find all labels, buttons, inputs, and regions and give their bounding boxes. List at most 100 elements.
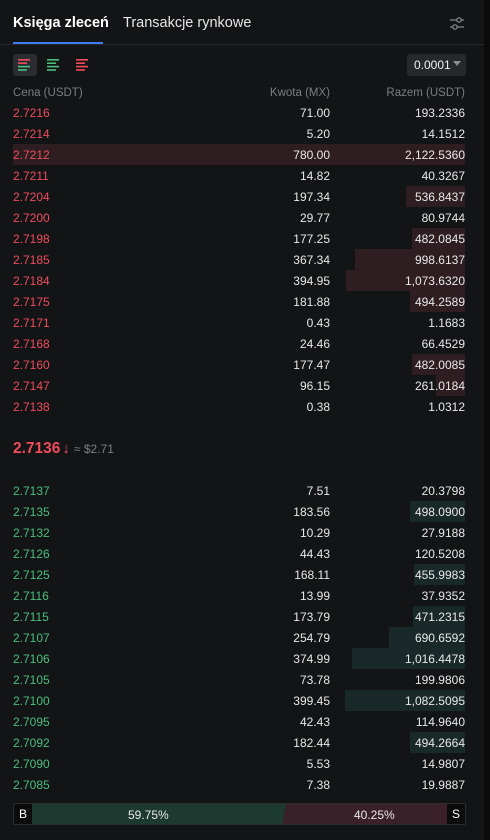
ask-depth-bar [13,144,465,165]
bid-total: 20.3798 [421,484,465,498]
bid-row[interactable]: 2.7105 73.78 199.9806 [0,669,490,690]
bid-price: 2.7100 [13,694,50,708]
bid-amount: 7.38 [306,778,330,792]
ask-total: 536.8437 [414,190,465,204]
ask-depth-bar [406,186,465,207]
bid-row[interactable]: 2.7125 168.11 455.9983 [0,564,490,585]
bid-total: 498.0900 [414,505,465,519]
both-books-icon [18,59,30,71]
bid-row[interactable]: 2.7090 5.53 14.9807 [0,753,490,774]
bid-price: 2.7085 [13,778,50,792]
ask-row[interactable]: 2.7138 0.38 1.0312 [0,396,490,417]
ask-total: 261.0184 [414,379,465,393]
bid-row[interactable]: 2.7095 42.43 114.9640 [0,711,490,732]
bid-total: 494.2664 [414,736,465,750]
ask-price: 2.7204 [13,190,50,204]
ask-row[interactable]: 2.7204 197.34 536.8437 [0,186,490,207]
ask-row[interactable]: 2.7211 14.82 40.3267 [0,165,490,186]
precision-select[interactable]: 0.0001 [407,54,466,76]
ask-row[interactable]: 2.7200 29.77 80.9744 [0,207,490,228]
bid-total: 120.5208 [414,547,465,561]
ask-amount: 177.25 [293,232,330,246]
bid-row[interactable]: 2.7085 7.38 19.9887 [0,774,490,795]
bid-price: 2.7135 [13,505,50,519]
bid-total: 114.9640 [415,715,465,729]
tab-market-trades[interactable]: Transakcje rynkowe [123,15,252,31]
ask-depth-bar [410,291,465,312]
bid-total: 199.9806 [414,673,465,687]
total-column-header: Razem (USDT) [386,87,465,99]
bid-row[interactable]: 2.7116 13.99 37.9352 [0,585,490,606]
bid-row[interactable]: 2.7132 10.29 27.9188 [0,522,490,543]
bid-row[interactable]: 2.7115 173.79 471.2315 [0,606,490,627]
ask-total: 193.2336 [414,106,465,120]
ask-row[interactable]: 2.7147 96.15 261.0184 [0,375,490,396]
ask-row[interactable]: 2.7214 5.20 14.1512 [0,123,490,144]
bid-row[interactable]: 2.7100 399.45 1,082.5095 [0,690,490,711]
ask-price: 2.7185 [13,253,50,267]
ask-row[interactable]: 2.7168 24.46 66.4529 [0,333,490,354]
ask-depth-bar [412,228,465,249]
bid-depth-bar [410,732,465,753]
ask-row[interactable]: 2.7175 181.88 494.2589 [0,291,490,312]
ask-price: 2.7211 [13,169,49,183]
ask-price: 2.7171 [13,316,50,330]
bid-price: 2.7106 [13,652,50,666]
ask-row[interactable]: 2.7184 394.95 1,073.6320 [0,270,490,291]
bid-row[interactable]: 2.7092 182.44 494.2664 [0,732,490,753]
ask-total: 494.2589 [414,295,465,309]
bid-amount: 254.79 [293,631,330,645]
bid-row[interactable]: 2.7135 183.56 498.0900 [0,501,490,522]
panel-edge [484,0,490,840]
ask-amount: 0.38 [306,400,330,414]
ask-depth-bar [436,375,465,396]
ask-amount: 5.20 [306,127,330,141]
ask-price: 2.7214 [13,127,50,141]
active-tab-indicator [13,42,103,44]
ask-price: 2.7212 [13,148,50,162]
bid-total: 27.9188 [421,526,465,540]
ask-row[interactable]: 2.7160 177.47 482.0085 [0,354,490,375]
ask-row[interactable]: 2.7212 780.00 2,122.5360 [0,144,490,165]
view-both-button[interactable] [13,54,37,76]
bid-row[interactable]: 2.7107 254.79 690.6592 [0,627,490,648]
ask-row[interactable]: 2.7216 71.00 193.2336 [0,102,490,123]
view-bids-button[interactable] [42,54,66,76]
ask-price: 2.7138 [13,400,50,414]
buy-ratio-fill [14,804,286,825]
ask-amount: 96.15 [299,379,330,393]
ask-price: 2.7147 [13,379,50,393]
ask-row[interactable]: 2.7171 0.43 1.1683 [0,312,490,333]
bid-amount: 399.45 [293,694,330,708]
settings-sliders-icon[interactable] [449,16,465,32]
bid-total: 690.6592 [414,631,465,645]
ask-total: 482.0845 [414,232,465,246]
ask-price: 2.7200 [13,211,50,225]
bid-price: 2.7107 [13,631,50,645]
bid-row[interactable]: 2.7137 7.51 20.3798 [0,480,490,501]
bid-amount: 168.11 [294,568,330,582]
ask-price: 2.7216 [13,106,50,120]
ask-amount: 14.82 [299,169,330,183]
ask-row[interactable]: 2.7185 367.34 998.6137 [0,249,490,270]
ask-depth-bar [412,354,465,375]
bid-amount: 44.43 [299,547,330,561]
ask-amount: 197.34 [293,190,330,204]
asks-only-icon [76,59,88,71]
bid-row[interactable]: 2.7106 374.99 1,016.4478 [0,648,490,669]
ask-row[interactable]: 2.7198 177.25 482.0845 [0,228,490,249]
ask-total: 998.6137 [414,253,465,267]
bid-total: 19.9887 [421,778,465,792]
ask-total: 66.4529 [421,337,465,351]
ask-amount: 367.34 [293,253,330,267]
bid-row[interactable]: 2.7126 44.43 120.5208 [0,543,490,564]
view-asks-button[interactable] [71,54,95,76]
ask-amount: 394.95 [293,274,330,288]
ask-amount: 177.47 [293,358,330,372]
ask-amount: 71.00 [299,106,330,120]
bid-amount: 374.99 [293,652,330,666]
tab-order-book[interactable]: Księga zleceń [13,15,109,31]
bid-total: 1,016.4478 [404,652,465,666]
bid-amount: 183.56 [293,505,330,519]
